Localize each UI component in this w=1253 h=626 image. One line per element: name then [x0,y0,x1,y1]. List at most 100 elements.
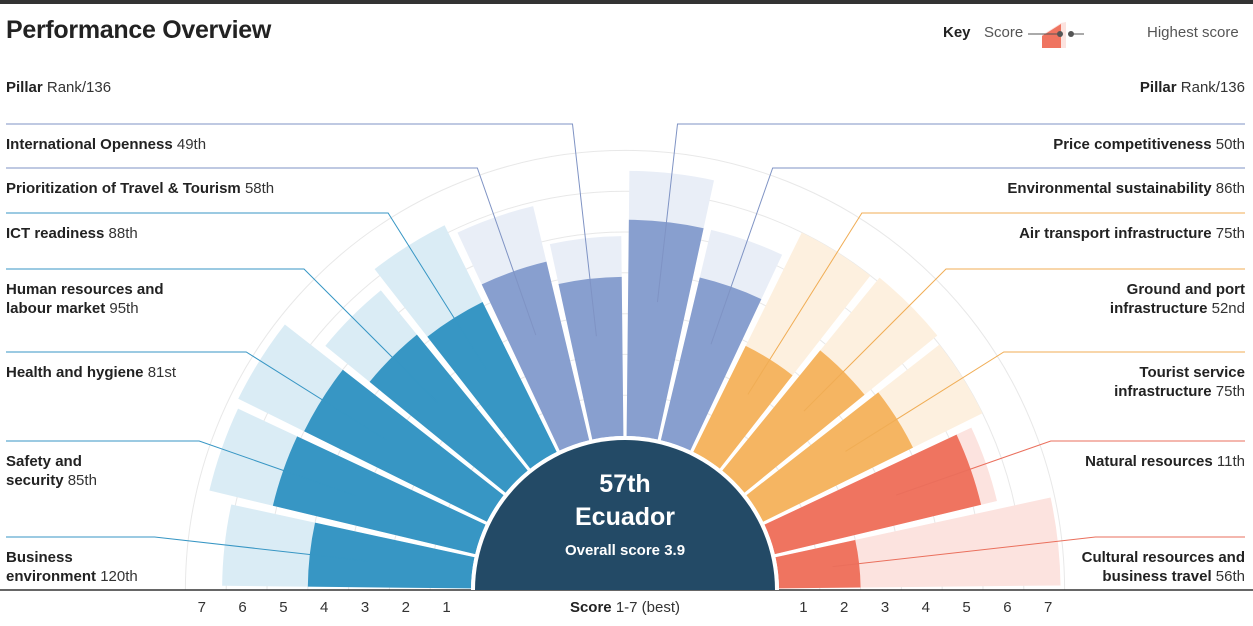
axis-tick-label: 4 [921,599,930,616]
axis-tick-label: 2 [840,599,849,616]
pillar-name: Prioritization of Travel & Tourism [6,180,241,197]
key-score-label: Score [984,24,1024,41]
overall-rank: 57th [599,470,651,498]
pillar-name: environment [6,568,97,585]
overall-score-label: Overall score [564,542,661,559]
overall-score: Overall score 3.9 [472,542,778,559]
key-label: Key [943,24,971,41]
leader-line [656,123,1245,303]
score-bar [481,261,590,451]
pillar-label: Natural resources 11th [1085,452,1245,471]
pillar-rank: 75th [1215,383,1245,400]
leader-line [896,440,1245,496]
score-bar [427,302,557,469]
pillar-rank: 50th [1215,136,1245,153]
pillar-name: infrastructure [1114,383,1212,400]
pillar-name: ICT readiness [6,225,105,242]
pillar-name: Business [6,549,73,566]
score-bar [272,436,486,555]
pillar-name: Cultural resources and [1081,549,1245,566]
axis-tick-label: 3 [360,599,370,616]
pillar-name: labour market [6,300,106,317]
page-title: Performance Overview [6,16,271,44]
pillar-rank: 88th [108,225,138,242]
pillar-label: International Openness 49th [6,135,206,154]
axis-tick-label: 4 [320,599,329,616]
pillar-label: Prioritization of Travel & Tourism 58th [6,179,274,198]
pillar-name: Ground and port [1126,281,1245,298]
leader-line [710,167,1245,345]
score-bar [764,434,982,555]
score-bar [304,369,504,522]
key-swatch-icon [1028,22,1084,48]
score-bar [626,219,704,440]
pillar-name: infrastructure [1109,300,1208,317]
axis-tick-label: 1 [442,599,451,616]
axis-tick-label: 5 [279,599,288,616]
axis-tick-label: 2 [401,599,410,616]
pillar-name: Human resources and [6,281,164,298]
pillar-label: Human resources and labour market 95th [6,280,164,318]
leader-line [6,167,537,336]
pillar-rank: 11th [1216,453,1245,470]
axis-tick-label: 5 [962,599,971,616]
pillar-header-rest: Rank/136 [46,79,112,96]
pillar-name: security [6,472,64,489]
pillar-header-rest: Rank/136 [1180,79,1245,96]
leader-line [832,536,1245,568]
pillar-name: Natural resources [1085,453,1213,470]
pillar-rank: 52nd [1211,300,1245,317]
pillar-label: Ground and port infrastructure 52nd [1110,280,1245,318]
leader-line [747,212,1245,395]
pillar-name: Air transport infrastructure [1019,225,1212,242]
pillar-rank: 58th [244,180,275,197]
score-bar [746,392,913,522]
pillar-name: business travel [1102,568,1212,585]
score-bar [660,277,762,451]
pillar-header-right: Pillar Rank/136 [1140,79,1245,96]
pillar-rank: 81st [147,364,177,381]
leader-line [845,351,1245,452]
score-bar [558,276,624,440]
axis-tick-label: 6 [238,599,247,616]
pillar-label: Price competitiveness 50th [1053,135,1245,154]
leader-line [6,351,387,441]
pillar-name: Safety and [6,453,82,470]
pillar-rank: 85th [67,472,97,489]
axis-tick-label: 6 [1003,599,1012,616]
axis-title-bold: Score [569,599,612,616]
leader-line [6,536,369,562]
center-circle [475,440,775,590]
leader-line [6,268,438,403]
axis-tick-label: 7 [1044,599,1053,616]
pillar-label: Safety and security 85th [6,452,97,490]
pillar-label: Air transport infrastructure 75th [1019,224,1245,243]
pillar-label: Business environment 120th [6,548,138,586]
leader-line [803,268,1245,412]
pillar-label: Tourist service infrastructure 75th [1114,363,1245,401]
pillar-rank: 56th [1215,568,1245,585]
score-bar [307,522,475,589]
score-bar [693,345,793,469]
leader-line [6,440,357,497]
leader-line [6,212,487,370]
axis-tick-label: 7 [197,599,206,616]
pillar-label: ICT readiness 88th [6,224,138,243]
pillar-name: Price competitiveness [1053,136,1212,153]
key-highest-label: Highest score [1147,24,1239,41]
pillar-rank: 95th [109,300,139,317]
axis-tick-label: 3 [880,599,890,616]
axis-title: Score 1-7 (best) [472,599,778,616]
pillar-rank: 86th [1215,180,1245,197]
pillar-header-bold: Pillar [1139,79,1177,96]
axis-title-rest: 1-7 (best) [615,599,681,616]
pillar-name: Health and hygiene [6,364,144,381]
pillar-rank: 120th [100,568,138,585]
pillar-header-bold: Pillar [6,79,43,96]
pillar-rank: 75th [1215,225,1245,242]
leader-line [6,123,597,337]
overall-score-value: 3.9 [664,542,686,559]
score-bar [775,539,861,589]
pillar-name: Environmental sustainability [1007,180,1212,197]
